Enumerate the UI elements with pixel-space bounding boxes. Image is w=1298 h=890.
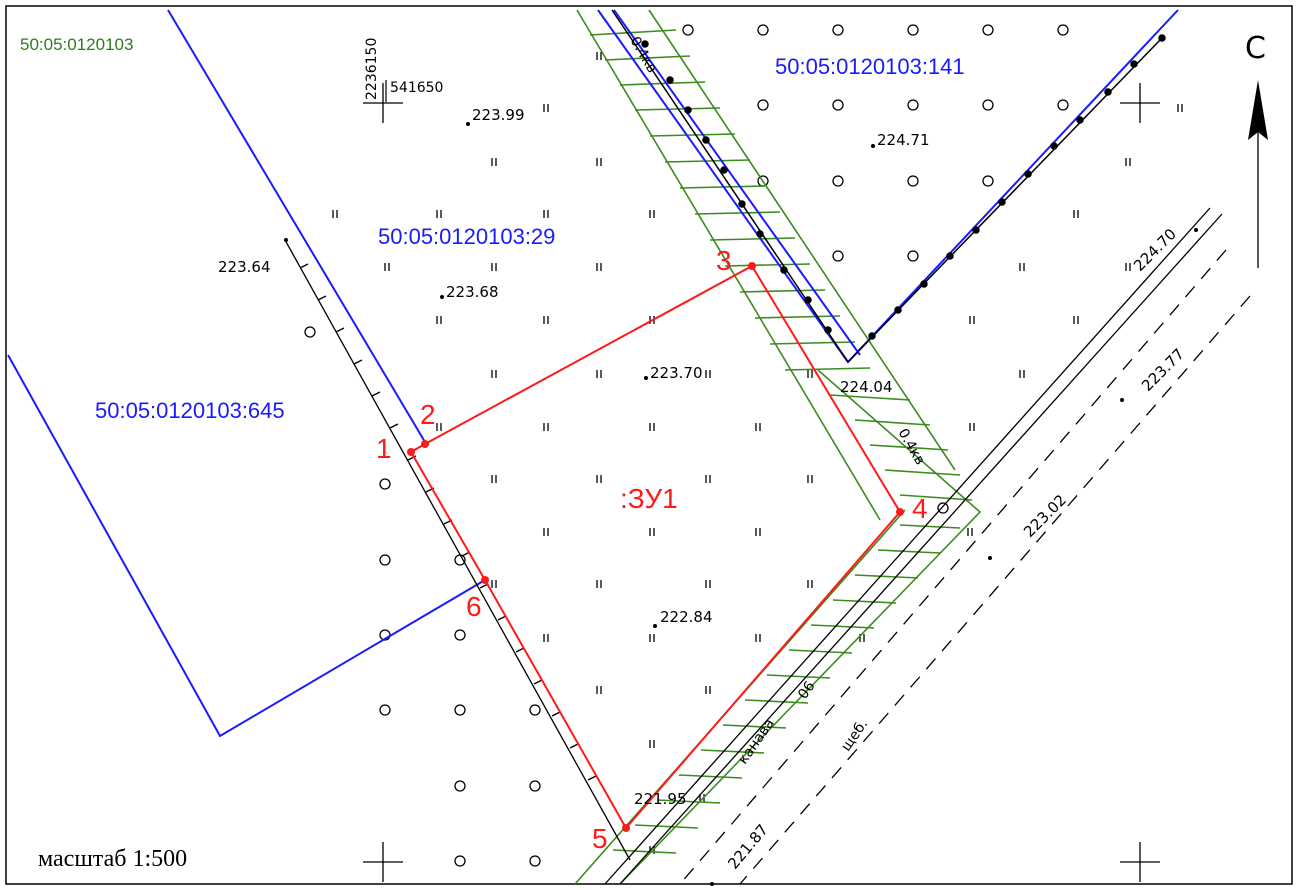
map-frame xyxy=(5,5,1293,885)
grid-coord-x: 2236150 xyxy=(364,38,380,100)
point-marker-6 xyxy=(481,576,489,584)
point-marker-3 xyxy=(748,262,756,270)
parcel-label-29: 50:05:0120103:29 xyxy=(378,224,555,249)
point-marker-5 xyxy=(622,824,630,832)
north-arrow: С xyxy=(1245,31,1268,268)
elev-221-95: 221.95 xyxy=(634,790,687,808)
point-marker-1 xyxy=(407,448,415,456)
slope-line xyxy=(284,239,631,861)
power-line-zone xyxy=(576,9,956,521)
north-label: С xyxy=(1245,31,1266,66)
elev-223-68: 223.68 xyxy=(446,283,499,301)
parcel-label-645: 50:05:0120103:645 xyxy=(95,398,285,423)
elevation-dots xyxy=(284,122,1198,886)
point-label-4: 4 xyxy=(912,493,928,524)
elev-223-64: 223.64 xyxy=(218,258,271,276)
elev-224-04: 224.04 xyxy=(840,378,893,396)
point-label-3: 3 xyxy=(716,245,732,276)
elev-223-99: 223.99 xyxy=(472,106,525,124)
point-label-2: 2 xyxy=(420,399,436,430)
scale-label: масштаб 1:500 xyxy=(38,846,187,872)
block-number: 50:05:0120103 xyxy=(20,35,133,54)
grid-crosses xyxy=(363,83,1160,882)
elev-224-71: 224.71 xyxy=(877,131,930,149)
grass-symbols xyxy=(332,52,1183,854)
elev-222-84: 222.84 xyxy=(660,608,713,626)
meadow-symbols xyxy=(304,24,1069,867)
point-label-6: 6 xyxy=(466,591,482,622)
grid-coord-y: 541650 xyxy=(390,80,443,96)
power-line xyxy=(611,9,1166,363)
new-parcel-zu1 xyxy=(407,262,904,832)
road-lines xyxy=(604,207,1251,885)
point-label-5: 5 xyxy=(592,823,608,854)
parcel-label-141: 50:05:0120103:141 xyxy=(775,54,965,79)
point-label-1: 1 xyxy=(376,433,392,464)
elev-223-70: 223.70 xyxy=(650,364,703,382)
point-marker-4 xyxy=(896,508,904,516)
new-parcel-label: :ЗУ1 xyxy=(620,483,678,514)
point-marker-2 xyxy=(421,440,429,448)
